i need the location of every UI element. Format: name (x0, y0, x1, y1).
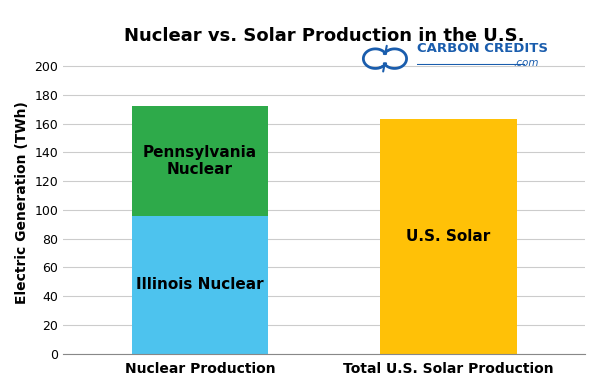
Text: Pennsylvania
Nuclear: Pennsylvania Nuclear (143, 145, 257, 177)
Text: CARBON CREDITS: CARBON CREDITS (417, 42, 548, 56)
Text: .com: .com (513, 57, 539, 68)
Bar (380, 119, 517, 354)
Y-axis label: Electric Generation (TWh): Electric Generation (TWh) (15, 101, 29, 304)
Text: Illinois Nuclear: Illinois Nuclear (136, 277, 264, 292)
Bar (131, 106, 268, 216)
Text: U.S. Solar: U.S. Solar (406, 229, 490, 244)
Title: Nuclear vs. Solar Production in the U.S.: Nuclear vs. Solar Production in the U.S. (124, 27, 524, 45)
Bar (131, 216, 268, 354)
